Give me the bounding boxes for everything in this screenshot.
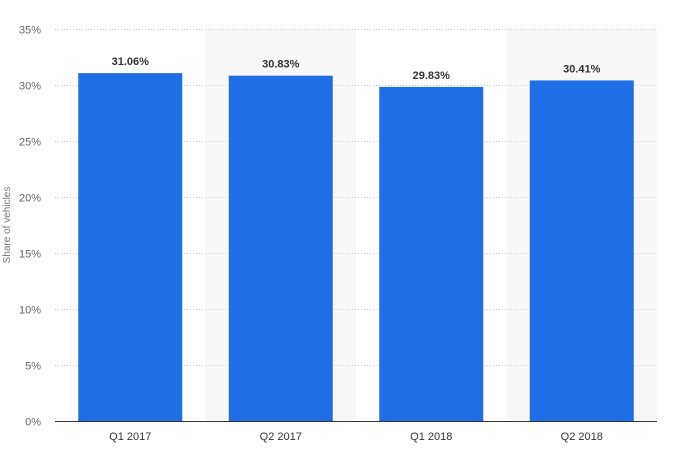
bar[interactable] xyxy=(529,80,634,422)
data-label: 29.83% xyxy=(413,70,451,82)
data-labels: 31.06% 30.83% 29.83% 30.41% xyxy=(112,56,601,82)
bar[interactable] xyxy=(228,75,333,421)
bars xyxy=(78,73,634,422)
y-tick-label: 20% xyxy=(19,193,41,205)
y-axis-ticks: 0% 5% 10% 15% 20% 25% 30% 35% xyxy=(19,25,41,429)
data-label: 31.06% xyxy=(112,56,150,68)
data-label: 30.41% xyxy=(563,63,601,75)
y-tick-label: 35% xyxy=(19,25,41,37)
x-axis-labels: Q1 2017 Q2 2017 Q1 2018 Q2 2018 xyxy=(109,431,603,443)
y-tick-label: 10% xyxy=(19,305,41,317)
y-axis-label: Share of vehicles xyxy=(2,187,13,264)
x-tick-label: Q1 2017 xyxy=(109,431,151,443)
y-tick-label: 25% xyxy=(19,137,41,149)
y-tick-label: 15% xyxy=(19,249,41,261)
x-tick-label: Q2 2018 xyxy=(561,431,603,443)
y-tick-label: 30% xyxy=(19,81,41,93)
x-tick-label: Q2 2017 xyxy=(260,431,302,443)
x-tick-label: Q1 2018 xyxy=(410,431,452,443)
data-label: 30.83% xyxy=(262,59,300,71)
y-tick-label: 0% xyxy=(25,417,41,429)
y-tick-label: 5% xyxy=(25,361,41,373)
bar[interactable] xyxy=(379,86,484,422)
bar[interactable] xyxy=(78,73,183,422)
